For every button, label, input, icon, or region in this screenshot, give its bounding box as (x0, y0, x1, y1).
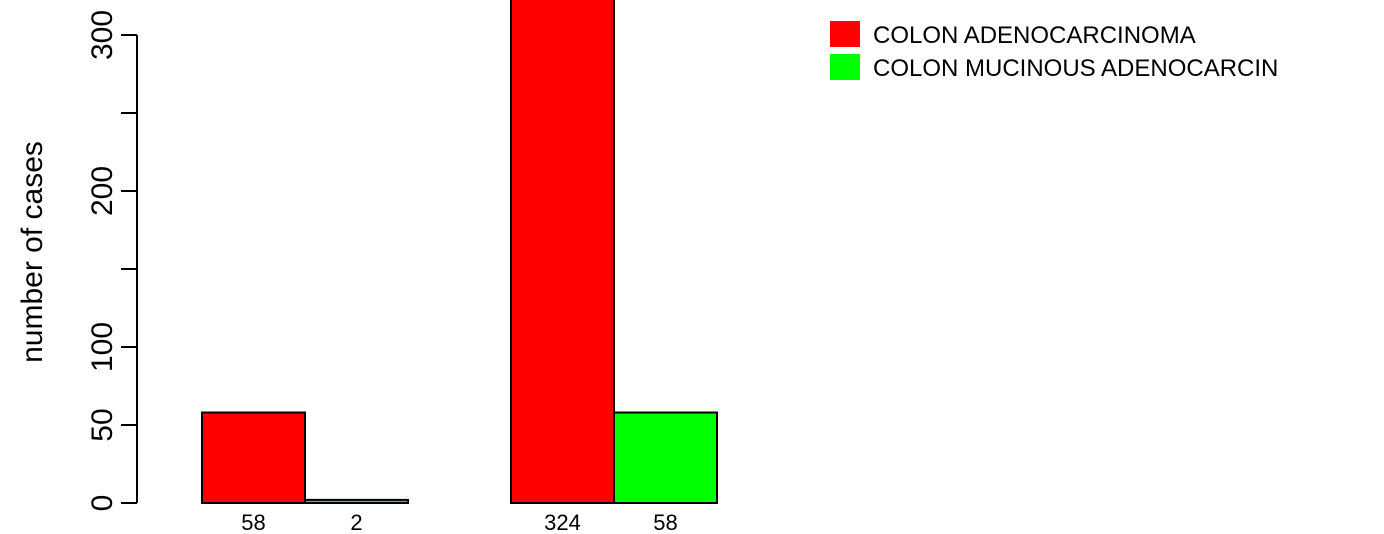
bar-group1-series2 (304, 498, 409, 505)
bars (201, 0, 718, 505)
bar-group1-series1 (201, 411, 306, 504)
legend-swatch-1 (830, 21, 860, 47)
y-tick-label-50: 50 (86, 408, 119, 441)
y-axis-label: number of cases (16, 141, 49, 363)
value-label-group2-series1: 324 (544, 510, 581, 534)
y-axis: 0 50 100 200 300 (86, 10, 138, 512)
bar-group2-series2 (613, 411, 718, 504)
legend-label-2: COLON MUCINOUS ADENOCARCIN (873, 55, 1278, 82)
y-tick-label-200: 200 (86, 166, 119, 216)
value-label-group2-series2: 58 (653, 510, 677, 534)
value-label-group1-series2: 2 (350, 510, 362, 534)
legend-label-1: COLON ADENOCARCINOMA (873, 22, 1196, 49)
value-label-group1-series1: 58 (241, 510, 265, 534)
y-tick-label-300: 300 (86, 10, 119, 60)
y-tick-label-0: 0 (86, 495, 119, 512)
bar-group2-series1 (510, 0, 615, 505)
legend-swatch-2 (830, 54, 860, 80)
legend: COLON ADENOCARCINOMA COLON MUCINOUS ADENO… (830, 21, 1278, 82)
value-labels: 58 2 324 58 (241, 510, 677, 534)
y-tick-label-100: 100 (86, 322, 119, 372)
